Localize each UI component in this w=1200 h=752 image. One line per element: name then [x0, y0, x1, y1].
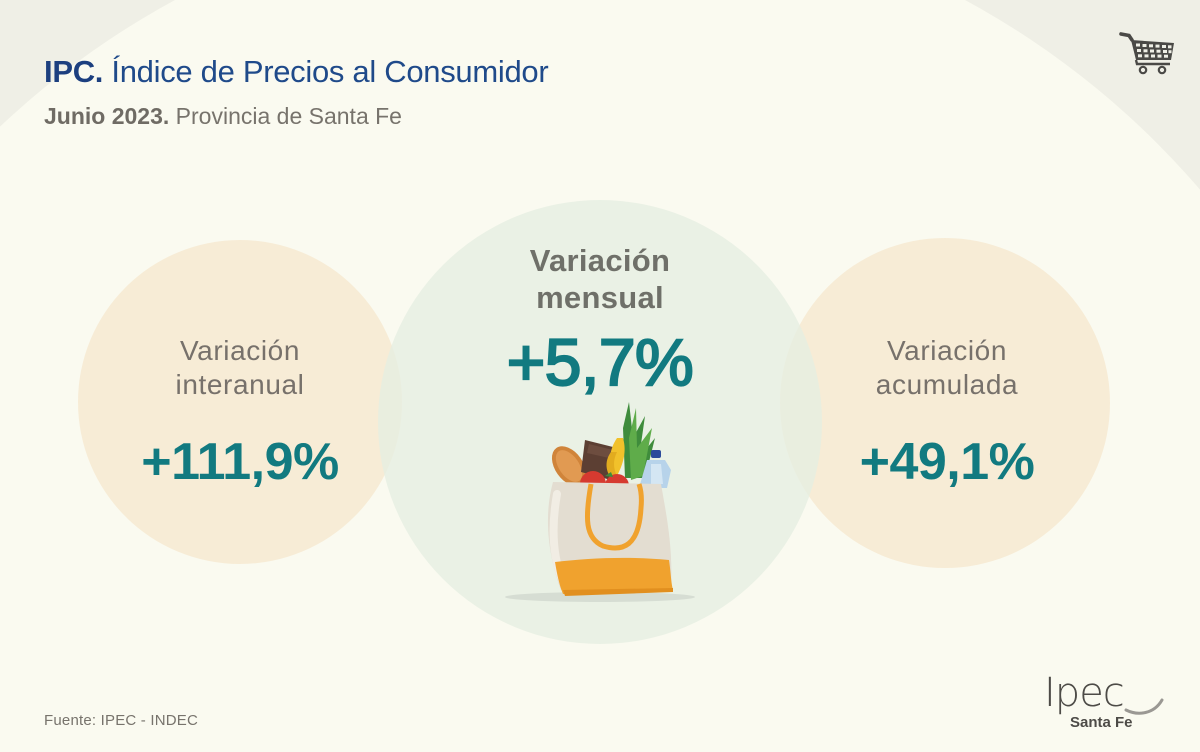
mensual-label-line1: Variación	[529, 243, 671, 278]
interanual-label-line1: Variación	[179, 335, 301, 366]
source-note: Fuente: IPEC - INDEC	[44, 712, 199, 729]
page-title: IPC. Índice de Precios al Consumidor	[44, 52, 549, 92]
interanual-label: Variación interanual	[78, 334, 402, 402]
logo-wordmark: Ipec	[1044, 670, 1125, 716]
mensual-value: +5,7%	[506, 324, 695, 400]
subtitle-region: Provincia de Santa Fe	[169, 103, 402, 129]
interanual-value: +111,9%	[141, 433, 339, 491]
acumulada-label-line2: acumulada	[875, 369, 1019, 400]
acumulada-circle	[780, 238, 1110, 568]
title-text: Índice de Precios al Consumidor	[103, 54, 549, 89]
acumulada-label-line1: Variación	[886, 335, 1008, 366]
header: IPC. Índice de Precios al Consumidor Jun…	[44, 52, 549, 131]
logo-swoosh-icon	[1124, 698, 1164, 715]
ipec-logo: Ipec Santa Fe	[1044, 670, 1164, 736]
grocery-bag-illustration	[505, 402, 695, 602]
mensual-label-line2: mensual	[536, 280, 664, 315]
acumulada-label: Variación acumulada	[782, 334, 1112, 402]
shopping-cart-icon	[1119, 32, 1174, 75]
logo-subtitle: Santa Fe	[1070, 714, 1133, 731]
subtitle-date: Junio 2023.	[44, 103, 170, 129]
interanual-label-line2: interanual	[175, 369, 305, 400]
mensual-label: Variación mensual	[400, 242, 800, 316]
title-abbrev: IPC.	[44, 54, 104, 89]
acumulada-value: +49,1%	[859, 433, 1035, 491]
page-subtitle: Junio 2023. Provincia de Santa Fe	[44, 101, 548, 131]
interanual-circle	[78, 240, 402, 564]
